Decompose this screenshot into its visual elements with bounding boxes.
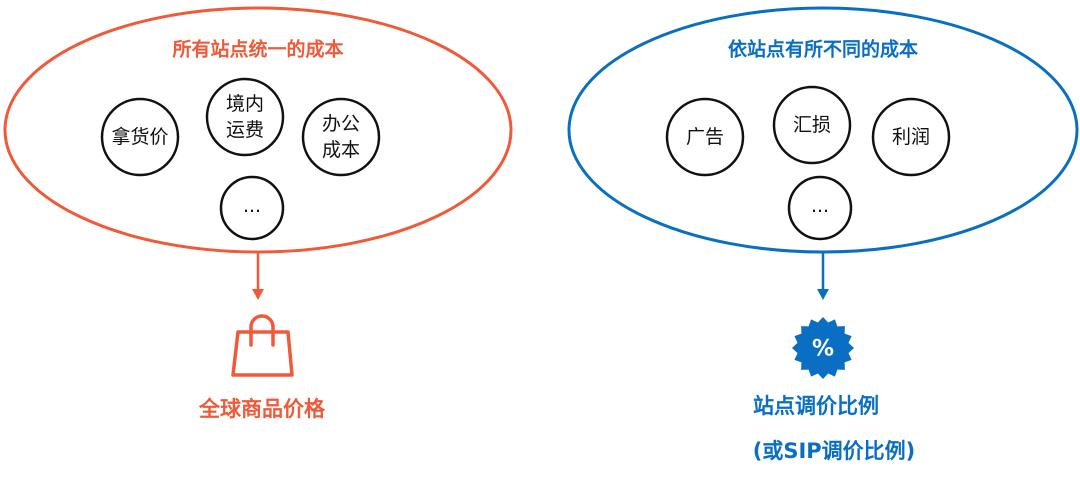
node-office-cost: 办公 成本 [322,111,360,163]
node-label: 办公 [321,113,361,135]
node-label: 成本 [321,139,361,161]
node-domestic-shipping: 境内 运费 [226,91,264,143]
node-label: 境内 [225,93,265,115]
right-arrow [817,252,829,300]
node-circle [219,175,285,241]
left-arrow [252,252,264,300]
node-purchase-price: 拿货价 [111,124,168,150]
node-circle [871,97,951,177]
node-more: ... [242,195,262,217]
percent-symbol: % [811,336,835,362]
site-cost-title: 依站点有所不同的成本 [727,38,919,61]
uniform-cost-title: 所有站点统一的成本 [172,38,344,61]
node-circle [787,175,853,241]
node-circle [665,97,745,177]
node-label: 运费 [225,119,265,141]
node-more: ... [810,195,830,217]
node-circle [301,97,381,177]
node-circle [100,97,180,177]
node-circle [205,77,285,157]
shopping-bag-icon [231,314,294,377]
sip-ratio-label: (或SIP调价比例) [752,439,916,463]
site-ratio-label: 站点调价比例 [753,394,879,418]
node-label: 拿货价 [111,126,169,148]
global-price-label: 全球商品价格 [199,397,325,421]
node-profit: 利润 [891,126,931,148]
percent-badge-icon [792,317,854,379]
node-circle [772,85,852,165]
node-fx-loss: 汇损 [792,114,832,136]
node-advertising: 广告 [685,126,725,148]
